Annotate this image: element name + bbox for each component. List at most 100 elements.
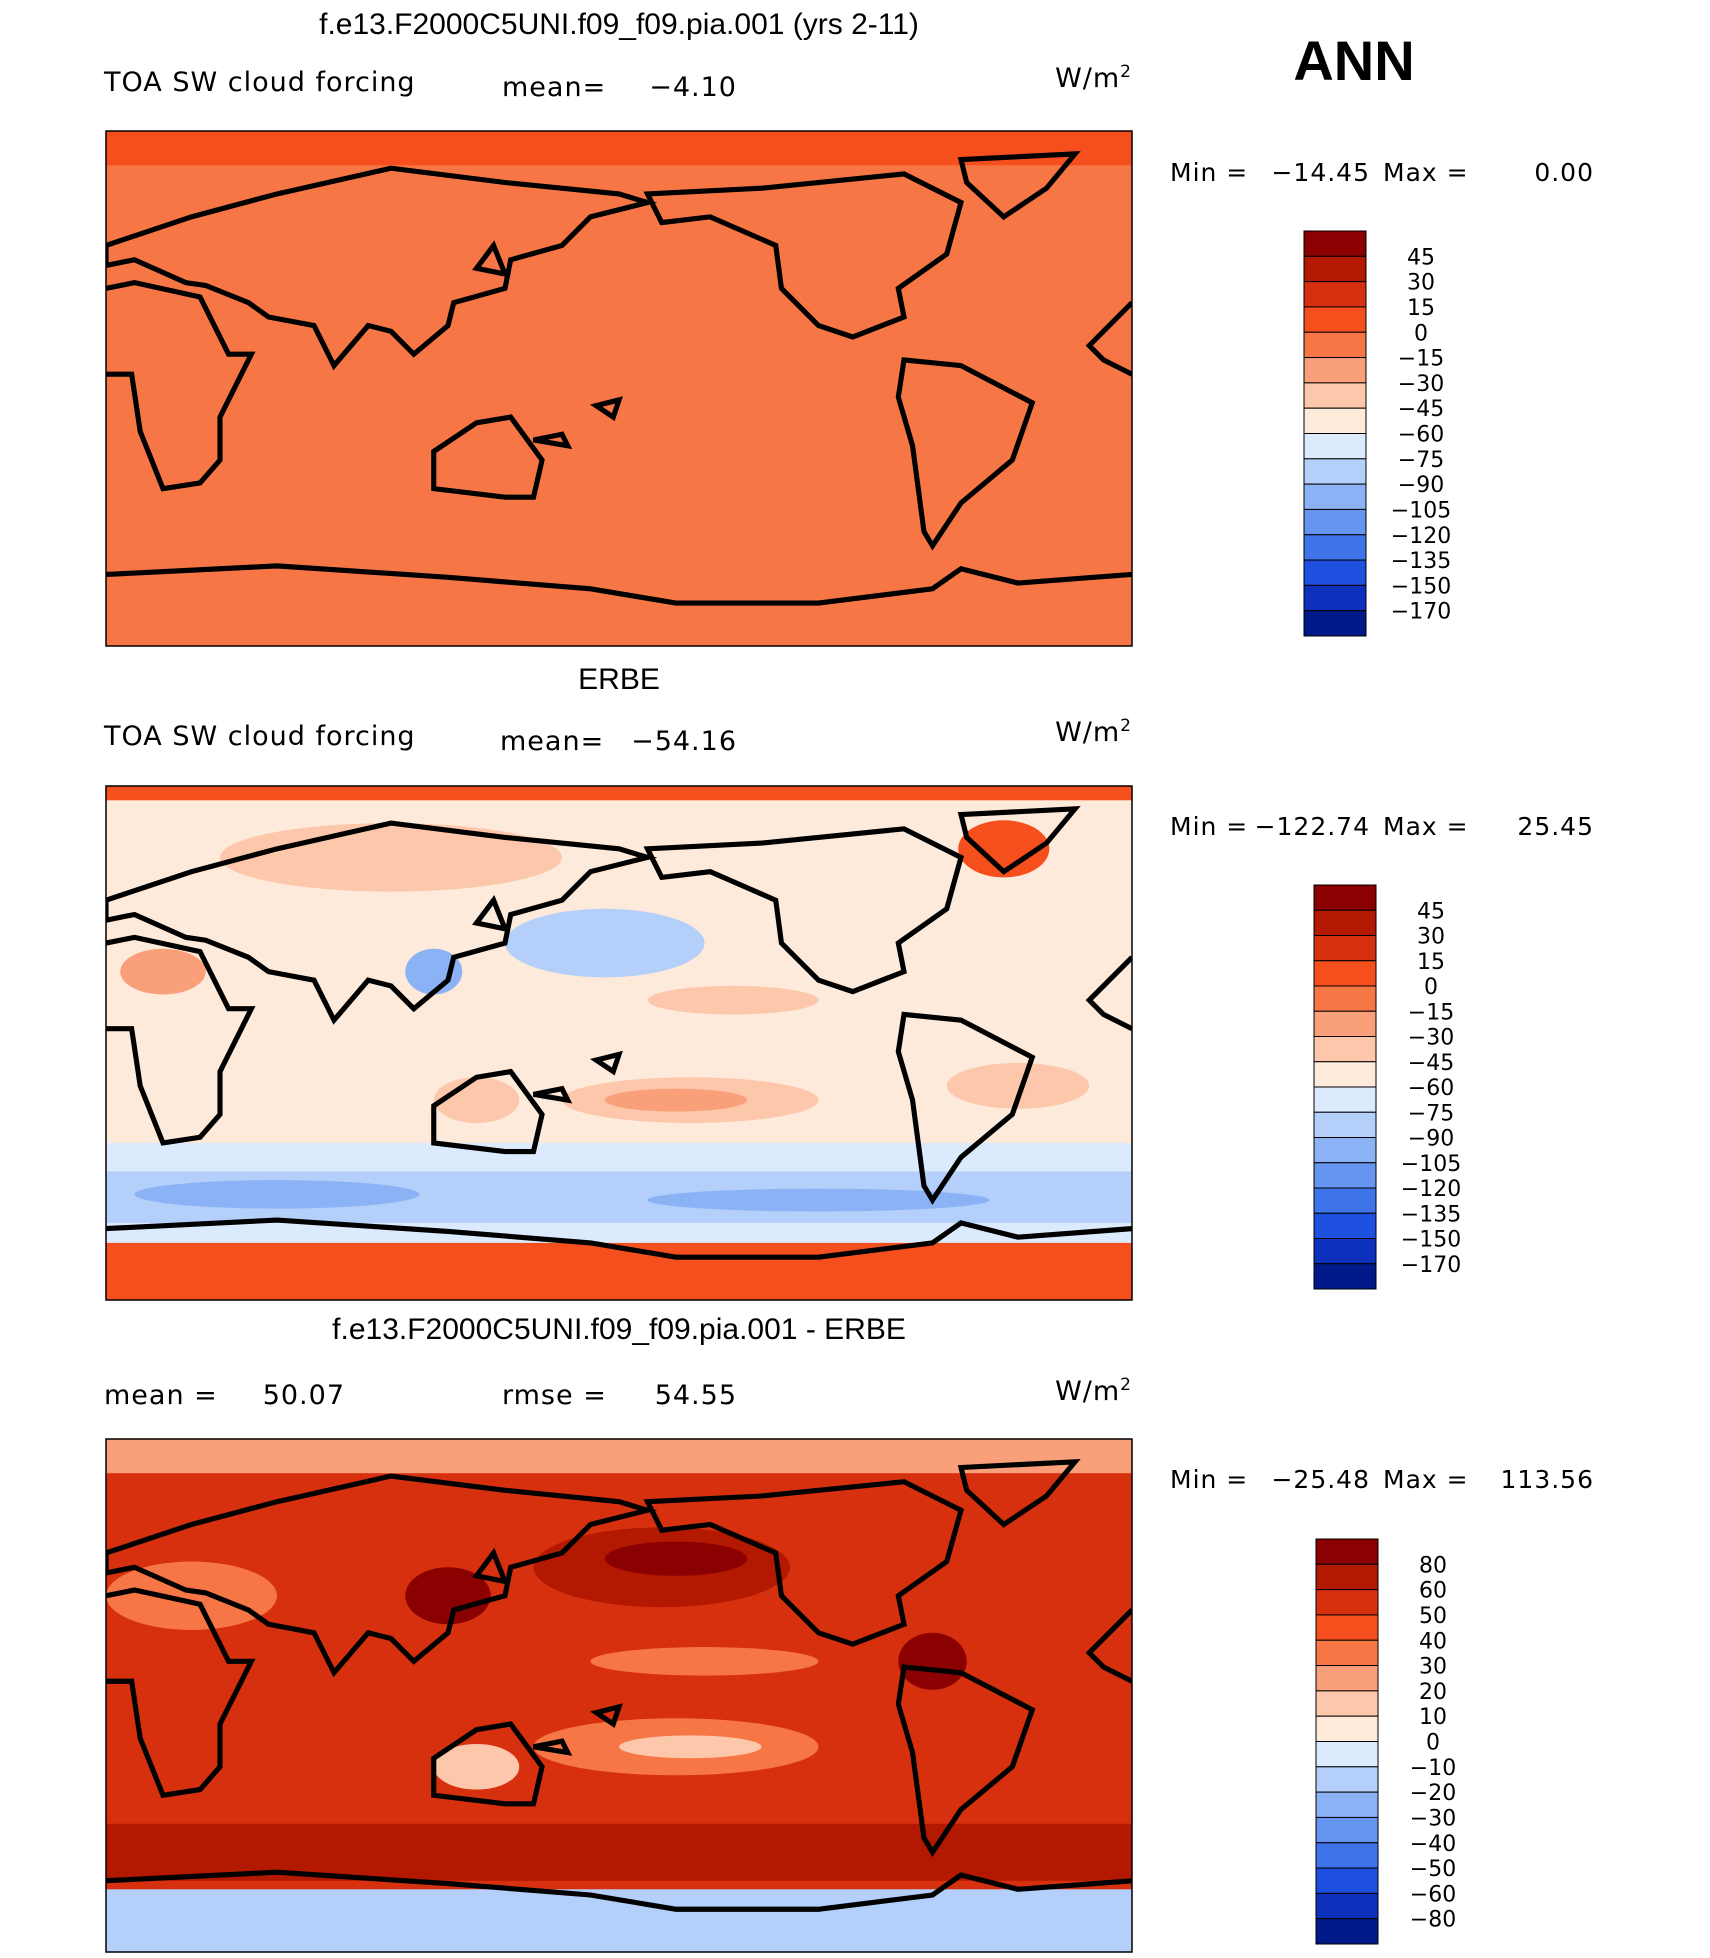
minmax-min: −122.74 — [1255, 812, 1370, 841]
colorbar-box — [1315, 1791, 1379, 1818]
colorbar-box — [1313, 1263, 1377, 1290]
colorbar-box — [1313, 1137, 1377, 1164]
field-patch — [120, 948, 206, 995]
field — [106, 131, 1132, 646]
colorbar-label: −45 — [1398, 397, 1444, 422]
field-patch — [619, 1735, 762, 1759]
colorbar-box — [1313, 1061, 1377, 1088]
field — [106, 1439, 1132, 1952]
colorbar-label: −75 — [1408, 1101, 1454, 1126]
field-patch — [590, 1647, 819, 1676]
units-text: W/m — [1055, 717, 1120, 748]
colorbar-label: 20 — [1419, 1680, 1447, 1705]
units: W/m2 — [1055, 1375, 1132, 1407]
colorbar-label: −80 — [1410, 1908, 1456, 1933]
left-value: 50.07 — [263, 1380, 345, 1411]
colorbar-label: −30 — [1408, 1026, 1454, 1051]
colorbar-box — [1313, 985, 1377, 1012]
colorbar-label: 0 — [1424, 975, 1438, 1000]
colorbar-box — [1303, 483, 1367, 510]
colorbar-label: 80 — [1419, 1553, 1447, 1578]
colorbar-box — [1313, 884, 1377, 911]
season: ANN — [1293, 29, 1414, 92]
units-text: W/m — [1055, 1376, 1120, 1407]
minmax-min-label: Min = — [1170, 1465, 1248, 1494]
colorbar-box — [1315, 1766, 1379, 1793]
field-patch — [433, 1743, 520, 1790]
field-patch — [604, 1088, 748, 1112]
colorbar-label: −120 — [1401, 1177, 1461, 1202]
colorbar-label: −170 — [1401, 1253, 1461, 1278]
colorbar-box — [1313, 1212, 1377, 1239]
colorbar-box — [1315, 1589, 1379, 1616]
colorbar-box — [1303, 610, 1367, 637]
colorbar-label: −90 — [1398, 473, 1444, 498]
colorbar-box — [1313, 1162, 1377, 1189]
stat-value: 54.55 — [655, 1380, 737, 1411]
field-patch — [405, 1567, 491, 1625]
colorbar-box — [1313, 960, 1377, 987]
panel-title: f.e13.F2000C5UNI.f09_f09.pia.001 - ERBE — [332, 1313, 906, 1346]
colorbar-box — [1303, 458, 1367, 485]
colorbar-box — [1313, 1238, 1377, 1265]
colorbar-box — [1315, 1816, 1379, 1844]
field-patch — [106, 1242, 1132, 1300]
colorbar-box — [1303, 407, 1367, 434]
units-sup: 2 — [1120, 1375, 1132, 1395]
colorbar-label: 60 — [1419, 1579, 1447, 1604]
map-field — [106, 786, 1132, 1300]
colorbar-box — [1313, 1187, 1377, 1214]
units-sup: 2 — [1120, 716, 1132, 736]
colorbar-label: −90 — [1408, 1127, 1454, 1152]
colorbar-label: 15 — [1417, 950, 1445, 975]
colorbar-box — [1303, 584, 1367, 612]
colorbar-label: −120 — [1391, 524, 1451, 549]
colorbar-box — [1303, 255, 1367, 283]
minmax-min: −14.45 — [1271, 158, 1370, 187]
panel-title: ERBE — [578, 663, 660, 696]
field — [106, 786, 1132, 1300]
field-patch — [958, 820, 1050, 878]
colorbar-label: −135 — [1391, 549, 1451, 574]
left-label: TOA SW cloud forcing — [103, 67, 416, 98]
colorbar-label: 0 — [1414, 321, 1428, 346]
colorbar-label: 10 — [1419, 1705, 1447, 1730]
colorbar-box — [1303, 230, 1367, 257]
stat-value: −54.16 — [631, 726, 737, 757]
colorbar-box — [1315, 1639, 1379, 1667]
colorbar-label: 45 — [1407, 245, 1435, 270]
minmax-min: −25.48 — [1271, 1465, 1370, 1494]
minmax-max-label: Max = — [1383, 158, 1469, 187]
colorbar-label: −150 — [1391, 574, 1451, 599]
colorbar-box — [1303, 508, 1367, 536]
colorbar-label: −135 — [1401, 1202, 1461, 1227]
minmax-max: 25.45 — [1517, 812, 1594, 841]
colorbar-label: −45 — [1408, 1051, 1454, 1076]
field-patch — [106, 786, 1132, 801]
map-field — [106, 131, 1132, 646]
stat-label: mean= — [500, 726, 604, 757]
colorbar-box — [1313, 1111, 1377, 1138]
stat-label: rmse = — [502, 1380, 607, 1411]
field-patch — [106, 1561, 277, 1630]
colorbar-label: −60 — [1398, 423, 1444, 448]
units-text: W/m — [1055, 63, 1120, 94]
field-patch — [647, 985, 819, 1015]
colorbar-box — [1315, 1690, 1379, 1717]
colorbar-label: 45 — [1417, 899, 1445, 924]
colorbar-label: 15 — [1407, 296, 1435, 321]
colorbar-label: −50 — [1410, 1857, 1456, 1882]
colorbar-label: −170 — [1391, 600, 1451, 625]
colorbar-label: 50 — [1419, 1604, 1447, 1629]
colorbar-box — [1315, 1665, 1379, 1692]
minmax-min-label: Min = — [1170, 158, 1248, 187]
colorbar-label: −10 — [1410, 1756, 1456, 1781]
colorbar-box — [1313, 935, 1377, 962]
field-patch — [647, 1188, 990, 1212]
colorbar-label: −15 — [1408, 1000, 1454, 1025]
units-sup: 2 — [1120, 62, 1132, 82]
colorbar-box — [1315, 1563, 1379, 1591]
colorbar-label: −20 — [1410, 1781, 1456, 1806]
colorbar-box — [1303, 306, 1367, 333]
map-frame — [105, 1438, 1133, 1953]
